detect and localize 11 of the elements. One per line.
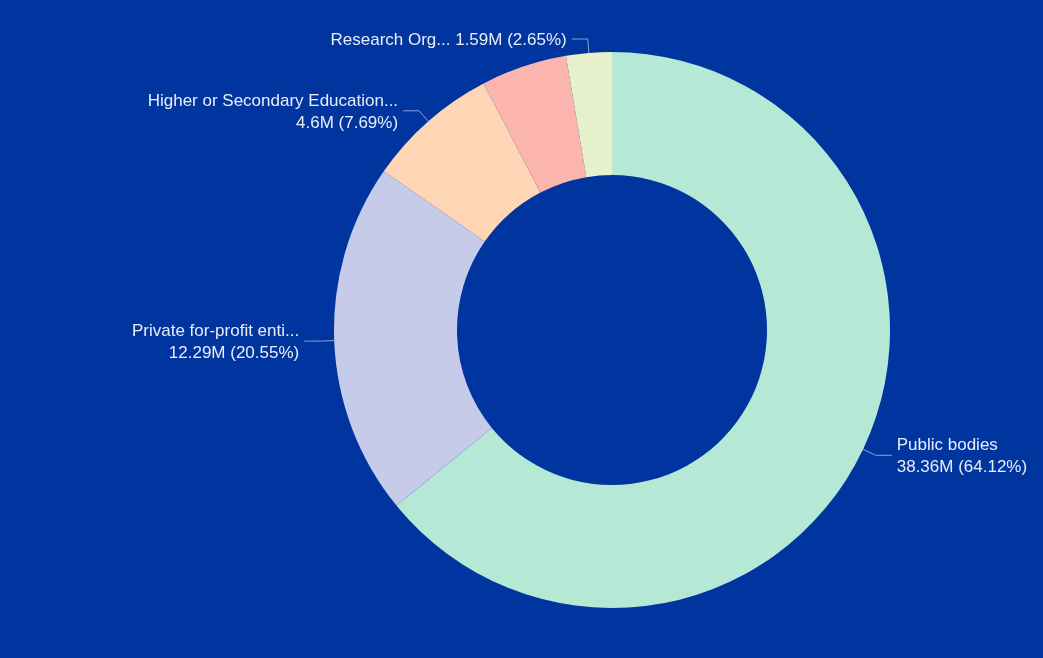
donut-slice: [565, 52, 612, 178]
donut-slice: [396, 52, 890, 608]
slice-label: Research Org... 1.59M (2.65%): [330, 29, 567, 49]
slice-label: Public bodies: [896, 435, 998, 455]
data-label: 12.29M (20.55%): [168, 343, 300, 363]
slice-label: Higher or Secondary Education...: [147, 90, 399, 110]
data-label: 38.36M (64.12%): [896, 457, 1028, 477]
data-label: 4.6M (7.69%): [296, 112, 399, 132]
donut-slice: [483, 55, 587, 193]
donut-slice: [334, 171, 492, 506]
slice-label: Private for-profit enti...: [131, 321, 300, 341]
